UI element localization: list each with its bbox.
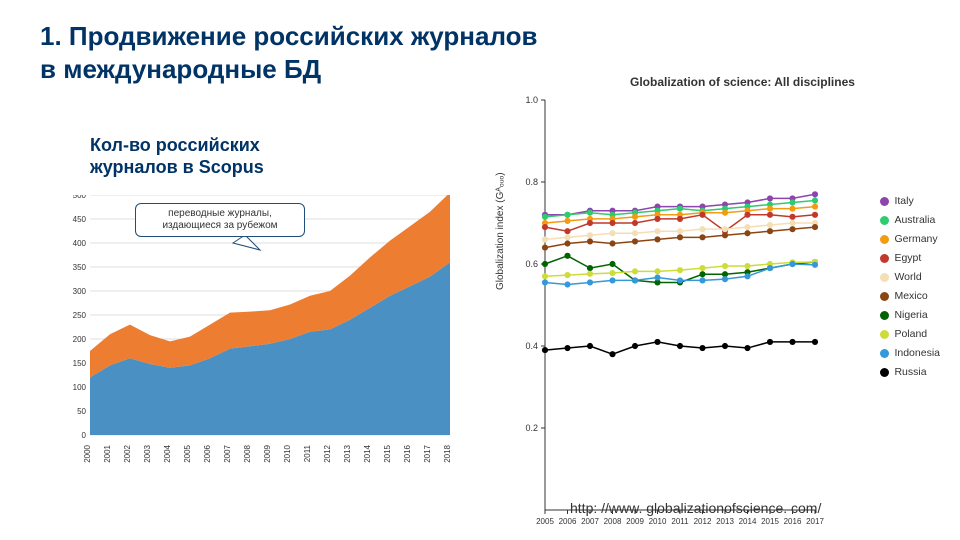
left-chart-svg: 0 50 100 150 200 250 300 350 400 450 500 2000 2001 20… xyxy=(55,195,455,480)
svg-text:400: 400 xyxy=(73,239,87,248)
svg-text:500: 500 xyxy=(73,195,87,200)
legend-label: Nigeria xyxy=(894,309,927,321)
legend-item: Nigeria xyxy=(880,309,940,321)
legend-dot xyxy=(880,254,889,263)
svg-text:2006: 2006 xyxy=(559,517,577,526)
legend-item: Indonesia xyxy=(880,347,940,359)
svg-text:350: 350 xyxy=(73,263,87,272)
svg-text:2001: 2001 xyxy=(103,444,112,462)
legend: Italy Australia Germany Egypt World Mexico Nig… xyxy=(880,195,940,385)
svg-text:0.4: 0.4 xyxy=(525,341,538,351)
svg-text:200: 200 xyxy=(73,335,87,344)
legend-dot xyxy=(880,368,889,377)
svg-text:450: 450 xyxy=(73,215,87,224)
legend-label: Poland xyxy=(894,328,927,340)
legend-item: Mexico xyxy=(880,290,940,302)
svg-text:50: 50 xyxy=(77,407,86,416)
legend-label: Italy xyxy=(894,195,913,207)
legend-dot xyxy=(880,273,889,282)
svg-text:0: 0 xyxy=(82,431,87,440)
legend-item: Egypt xyxy=(880,252,940,264)
legend-item: Australia xyxy=(880,214,940,226)
svg-text:2013: 2013 xyxy=(343,444,352,462)
svg-text:2014: 2014 xyxy=(363,444,372,462)
legend-item: Russia xyxy=(880,366,940,378)
svg-text:150: 150 xyxy=(73,359,87,368)
svg-text:2009: 2009 xyxy=(626,517,644,526)
left-chart-title: Кол-во российских журналов в Scopus xyxy=(90,135,264,178)
legend-dot xyxy=(880,235,889,244)
svg-text:2016: 2016 xyxy=(784,517,802,526)
svg-text:100: 100 xyxy=(73,383,87,392)
svg-text:2002: 2002 xyxy=(123,444,132,462)
svg-text:0.6: 0.6 xyxy=(525,259,538,269)
title-line-1: 1. Продвижение российских журналов xyxy=(40,21,538,51)
right-chart-svg: 0.2 0.4 0.6 0.8 1.0 2005 2006 2007 2008 2009 2010 2… xyxy=(510,90,890,530)
legend-label: Russia xyxy=(894,366,926,378)
svg-text:2005: 2005 xyxy=(536,517,554,526)
svg-text:2009: 2009 xyxy=(263,444,272,462)
svg-text:2005: 2005 xyxy=(183,444,192,462)
svg-text:2010: 2010 xyxy=(283,444,292,462)
legend-item: Italy xyxy=(880,195,940,207)
right-y-axis-label: Globalization index (Gᴬₒᵤₒ) xyxy=(495,172,506,290)
legend-label: Indonesia xyxy=(894,347,940,359)
legend-dot xyxy=(880,292,889,301)
svg-text:2008: 2008 xyxy=(604,517,622,526)
slide-title: 1. Продвижение российских журналов в меж… xyxy=(40,20,538,85)
legend-item: Poland xyxy=(880,328,940,340)
legend-label: Australia xyxy=(894,214,935,226)
svg-text:2012: 2012 xyxy=(323,444,332,462)
legend-item: Germany xyxy=(880,233,940,245)
title-line-2: в международные БД xyxy=(40,54,321,84)
legend-dot xyxy=(880,349,889,358)
svg-text:2011: 2011 xyxy=(303,444,312,462)
svg-text:2010: 2010 xyxy=(649,517,667,526)
svg-text:2008: 2008 xyxy=(243,444,252,462)
callout-box: переводные журналы, издающиеся за рубежо… xyxy=(135,203,305,237)
legend-label: Germany xyxy=(894,233,937,245)
legend-dot xyxy=(880,330,889,339)
legend-item: World xyxy=(880,271,940,283)
right-chart: Globalization of science: All discipline… xyxy=(500,75,945,530)
svg-text:2007: 2007 xyxy=(223,444,232,462)
svg-text:2016: 2016 xyxy=(403,444,412,462)
svg-text:250: 250 xyxy=(73,311,87,320)
svg-text:2013: 2013 xyxy=(716,517,734,526)
svg-text:2015: 2015 xyxy=(383,444,392,462)
left-chart: 0 50 100 150 200 250 300 350 400 450 500 2000 2001 20… xyxy=(55,195,455,480)
svg-text:2004: 2004 xyxy=(163,444,172,462)
legend-label: World xyxy=(894,271,921,283)
svg-text:2017: 2017 xyxy=(423,444,432,462)
svg-text:2000: 2000 xyxy=(83,444,92,462)
url-label: http: //www. globalizationofscience. com… xyxy=(570,500,821,516)
svg-text:2007: 2007 xyxy=(581,517,599,526)
legend-dot xyxy=(880,197,889,206)
legend-label: Egypt xyxy=(894,252,921,264)
svg-text:1.0: 1.0 xyxy=(525,95,538,105)
legend-dot xyxy=(880,216,889,225)
svg-text:2006: 2006 xyxy=(203,444,212,462)
svg-text:2012: 2012 xyxy=(694,517,712,526)
legend-label: Mexico xyxy=(894,290,927,302)
svg-text:2014: 2014 xyxy=(739,517,757,526)
legend-dot xyxy=(880,311,889,320)
svg-text:0.2: 0.2 xyxy=(525,423,538,433)
svg-text:2003: 2003 xyxy=(143,444,152,462)
right-chart-title: Globalization of science: All discipline… xyxy=(630,75,855,89)
svg-text:2015: 2015 xyxy=(761,517,779,526)
svg-text:2017: 2017 xyxy=(806,517,824,526)
svg-text:300: 300 xyxy=(73,287,87,296)
svg-text:2018: 2018 xyxy=(443,444,452,462)
svg-text:2011: 2011 xyxy=(671,517,689,526)
svg-text:0.8: 0.8 xyxy=(525,177,538,187)
